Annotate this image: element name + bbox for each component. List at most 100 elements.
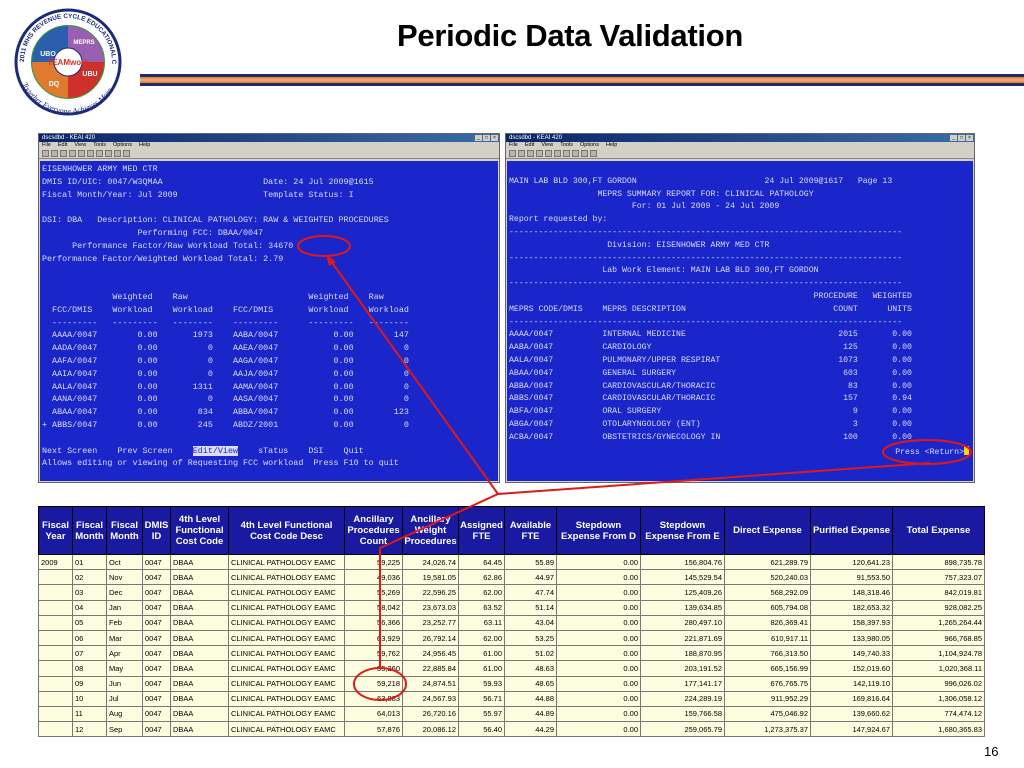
new-icon[interactable] [42, 150, 49, 157]
open-icon[interactable] [51, 150, 58, 157]
menu-options[interactable]: Options [113, 142, 132, 148]
paste-icon[interactable] [96, 150, 103, 157]
terminal-line: + ABBS/0047 0.00 245 ABDZ/2001 0.00 0 [42, 420, 409, 430]
terminal-line: --------- --------- -------- --------- -… [42, 317, 409, 328]
terminal-line: AAAA/0047 INTERNAL MEDICINE 2015 0.00 [509, 330, 912, 340]
table-row: 03 Dec 0047 DBAA CLINICAL PATHOLOGY EAMC 55,2… [38, 584, 985, 601]
menu-tools[interactable]: Tools [93, 142, 107, 148]
table-cell: 09 [72, 675, 107, 692]
menu-view[interactable]: View [74, 142, 87, 148]
table-cell: Jun [106, 675, 143, 692]
print-icon[interactable] [69, 150, 76, 157]
table-cell: DBAA [170, 599, 229, 616]
menu-file[interactable]: File [509, 142, 518, 148]
paste-icon[interactable] [563, 150, 570, 157]
terminal-window-right[interactable]: dscsdbd - KEAI 420 _ □ × File Edit View Tools… [505, 133, 975, 483]
terminal-line: DSI: DBA Description: CLINICAL PATHOLOGY… [42, 215, 389, 226]
find-icon[interactable] [105, 150, 112, 157]
minimize-icon[interactable]: _ [475, 135, 482, 141]
table-cell: DBAA [170, 629, 229, 647]
terminal-screen-right[interactable]: MAIN LAB BLD 300,FT GORDON 24 Jul 2009@1… [507, 161, 973, 481]
table-cell: 56,366 [344, 614, 403, 631]
menu-help[interactable]: Help [606, 142, 618, 148]
table-cell: 07 [72, 645, 107, 662]
table-cell: CLINICAL PATHOLOGY EAMC [228, 645, 345, 662]
open-icon[interactable] [518, 150, 525, 157]
window-titlebar[interactable]: dscsdbd - KEAI 420 _ □ × [506, 134, 974, 142]
settings-icon[interactable] [114, 150, 121, 157]
table-cell: 0.00 [556, 645, 641, 662]
terminal-line: AAIA/0047 0.00 0 AAJA/0047 0.00 0 [42, 368, 409, 379]
close-icon[interactable]: × [491, 135, 498, 141]
table-cell: DBAA [170, 614, 229, 631]
table-cell: 182,653.32 [810, 599, 893, 616]
terminal-status-line: Allows editing or viewing of Requesting … [42, 458, 399, 469]
terminal-line: ACBA/0047 OBSTETRICS/GYNECOLOGY IN 100 0… [509, 432, 912, 442]
cut-icon[interactable] [545, 150, 552, 157]
table-cell: DBAA [170, 569, 229, 586]
find-icon[interactable] [572, 150, 579, 157]
table-cell: 22,596.25 [402, 584, 459, 601]
menu-view[interactable]: View [541, 142, 554, 148]
terminal-line: Performing FCC: DBAA/0047 [42, 228, 264, 238]
table-cell: 188,870.95 [640, 645, 725, 662]
window-title: dscsdbd - KEAI 420 [509, 135, 563, 141]
table-cell: 0047 [142, 645, 171, 662]
table-cell: CLINICAL PATHOLOGY EAMC [228, 614, 345, 631]
table-cell [38, 645, 73, 662]
column-header: Fiscal Month [106, 506, 143, 555]
table-cell: 26,720.16 [402, 705, 459, 723]
table-cell: 24,026.74 [402, 553, 459, 571]
table-cell: 0047 [142, 569, 171, 586]
minimize-icon[interactable]: _ [950, 135, 957, 141]
settings-icon[interactable] [581, 150, 588, 157]
terminal-window-left[interactable]: dscsdbd - KEAI 420 _ □ × File Edit View Tools… [38, 133, 500, 483]
table-cell: 49,036 [344, 569, 403, 586]
table-cell: 05 [72, 614, 107, 631]
title-rule [140, 74, 1024, 86]
press-return-prompt[interactable]: Press <Return> [895, 445, 969, 458]
table-cell: Apr [106, 645, 143, 662]
table-cell: 0047 [142, 553, 171, 571]
table-cell: 139,634.85 [640, 599, 725, 616]
cut-icon[interactable] [78, 150, 85, 157]
save-icon[interactable] [527, 150, 534, 157]
menu-edit[interactable]: Edit [524, 142, 535, 148]
close-icon[interactable]: × [966, 135, 973, 141]
copy-icon[interactable] [554, 150, 561, 157]
menu-file[interactable]: File [42, 142, 51, 148]
column-header: Assigned FTE [458, 506, 505, 555]
table-cell: 63,883 [344, 690, 403, 707]
terminal-menu-options[interactable]: Next Screen Prev Screen [42, 445, 193, 456]
terminal-line: ----------------------------------------… [509, 279, 903, 289]
table-cell [38, 721, 73, 738]
help-icon[interactable] [123, 150, 130, 157]
column-header: Ancillary Procedures Count [344, 506, 403, 555]
column-header: 4th Level Functional Cost Code [170, 506, 229, 555]
print-icon[interactable] [536, 150, 543, 157]
table-cell: 1,104,924.78 [892, 645, 985, 662]
terminal-menu-options[interactable]: sTatus DSI Quit [238, 445, 364, 456]
table-cell: 966,768.85 [892, 629, 985, 647]
help-icon[interactable] [590, 150, 597, 157]
terminal-line: Report requested by: [509, 215, 608, 225]
save-icon[interactable] [60, 150, 67, 157]
terminal-line: ABAA/0047 0.00 834 ABBA/0047 0.00 123 [42, 407, 409, 418]
menu-options[interactable]: Options [580, 142, 599, 148]
menu-help[interactable]: Help [139, 142, 151, 148]
terminal-screen-left[interactable]: EISENHOWER ARMY MED CTR DMIS ID/UIC: 0047… [40, 161, 498, 481]
column-header: Purified Expense [810, 506, 893, 555]
cursor-block [964, 445, 969, 455]
new-icon[interactable] [509, 150, 516, 157]
table-cell: Sep [106, 721, 143, 738]
menu-tools[interactable]: Tools [560, 142, 574, 148]
terminal-line: MAIN LAB BLD 300,FT GORDON 24 Jul 2009@1… [509, 176, 893, 186]
window-titlebar[interactable]: dscsdbd - KEAI 420 _ □ × [39, 134, 499, 142]
maximize-icon[interactable]: □ [483, 135, 490, 141]
menu-edit[interactable]: Edit [57, 142, 68, 148]
maximize-icon[interactable]: □ [958, 135, 965, 141]
table-cell: 0047 [142, 721, 171, 738]
copy-icon[interactable] [87, 150, 94, 157]
edit-view-option-selected[interactable]: Edit/View [192, 445, 239, 456]
table-cell: Jul [106, 690, 143, 707]
